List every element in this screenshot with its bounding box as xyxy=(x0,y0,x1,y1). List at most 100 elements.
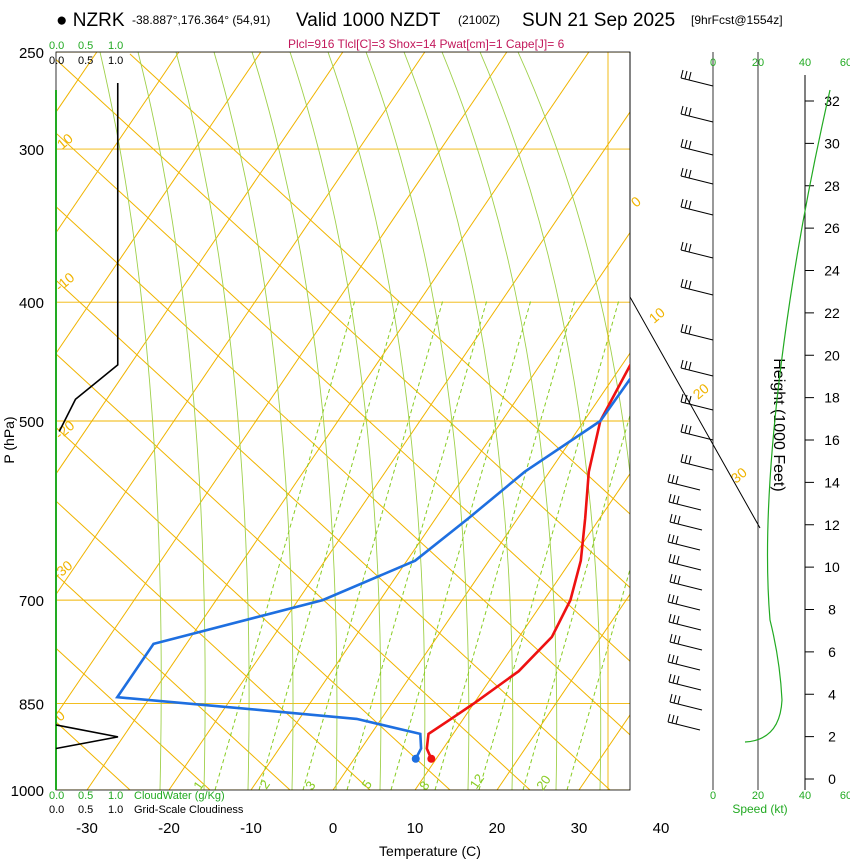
mixing-ratio-line xyxy=(434,299,576,790)
bottom-green-tick: 0.0 xyxy=(49,790,64,802)
wind-barb-flag xyxy=(667,653,671,663)
wind-speed-profile xyxy=(744,89,831,743)
wind-barb-flag xyxy=(680,241,684,251)
dry-adiabat-line xyxy=(129,53,630,515)
wind-barb-flag xyxy=(668,673,672,683)
top-green-tick: 0.0 xyxy=(49,40,64,52)
wind-barb-flag xyxy=(676,495,680,505)
wind-barb-flag xyxy=(668,553,672,563)
wind-barb xyxy=(668,561,702,571)
pressure-tick-label: 400 xyxy=(19,295,44,312)
moist-adiabat-line xyxy=(251,52,338,790)
height-tick-label: 16 xyxy=(824,432,840,448)
pressure-tick-label: 700 xyxy=(19,593,44,610)
wind-barb-flag xyxy=(671,714,675,724)
dry-adiabat-line xyxy=(56,574,291,790)
wind-barb-flag xyxy=(675,655,679,665)
valid-date: SUN 21 Sep 2025 xyxy=(522,10,676,31)
wind-barb-flag xyxy=(677,695,681,705)
wind-barb xyxy=(680,77,714,87)
moist-adiabat-line xyxy=(175,52,250,790)
top-black-tick: 0.5 xyxy=(78,55,93,67)
temperature-tick-label: 20 xyxy=(489,820,506,837)
wind-barb xyxy=(669,581,703,591)
height-tick-label: 28 xyxy=(824,178,840,194)
valid-zulu: (2100Z) xyxy=(458,13,501,27)
wind-barb xyxy=(667,721,701,731)
bottom-black-tick: 0.5 xyxy=(78,804,93,816)
temperature-tick-label: 10 xyxy=(407,820,424,837)
dewpoint-line xyxy=(114,376,630,760)
mixing-ratio-line xyxy=(302,299,444,790)
isotherm-line xyxy=(496,593,630,790)
isotherm-line xyxy=(250,231,630,790)
wind-barb-flag xyxy=(688,243,692,253)
wind-barb-flag xyxy=(673,514,677,524)
wind-barb xyxy=(680,461,714,471)
dry-adiabat-line xyxy=(56,132,630,662)
top-green-tick: 1.0 xyxy=(108,40,123,52)
wind-barb-flag xyxy=(688,280,692,290)
wind-barb xyxy=(680,401,714,411)
station-title: ● NZRK xyxy=(56,10,125,31)
isotherm-line xyxy=(56,52,180,234)
wind-barb-flag xyxy=(684,168,688,178)
temperature-tick-label: -20 xyxy=(158,820,180,837)
temperature-tick-label: 30 xyxy=(571,820,588,837)
bottom-green-tick: 1.0 xyxy=(108,790,123,802)
cloudiness-profile xyxy=(58,83,119,432)
isotherm-line xyxy=(56,52,426,596)
wind-barb-flag xyxy=(667,593,671,603)
top-black-tick: 0.0 xyxy=(49,55,64,67)
wind-barb-flag xyxy=(669,633,673,643)
moist-adiabat-line xyxy=(137,52,206,790)
isotherm-line xyxy=(332,352,630,790)
wind-barb-flag xyxy=(680,323,684,333)
temperature-tick-label: -10 xyxy=(240,820,262,837)
isotherm-line xyxy=(168,111,630,790)
wind-barb xyxy=(668,621,702,631)
wind-barb-flag xyxy=(684,394,688,404)
wind-barb-flag xyxy=(675,535,679,545)
wind-barb-flag xyxy=(672,674,676,684)
moist-adiabat-line xyxy=(289,52,382,790)
mixing-ratio-label: 12 xyxy=(467,771,488,791)
wind-barb-flag xyxy=(680,423,684,433)
wind-barb xyxy=(680,113,714,123)
wind-barb xyxy=(667,481,701,491)
dry-adiabat-line xyxy=(56,279,611,790)
wind-barb xyxy=(680,367,714,377)
height-tick-label: 10 xyxy=(824,559,840,575)
wind-barb xyxy=(669,641,703,651)
wind-barb-flag xyxy=(688,169,692,179)
dry-adiabat-line xyxy=(56,206,630,736)
wind-barb-flag xyxy=(668,613,672,623)
wind-barb-flag xyxy=(680,105,684,115)
wind-barb-flag xyxy=(675,595,679,605)
height-tick-label: 18 xyxy=(824,390,840,406)
top-green-tick: 0.5 xyxy=(78,40,93,52)
wind-barb-flag xyxy=(669,513,673,523)
wind-barb-flag xyxy=(669,573,673,583)
wind-barb-flag xyxy=(680,278,684,288)
pressure-tick-label: 850 xyxy=(19,696,44,713)
isotherm-line xyxy=(56,52,508,716)
bottom-green-tick: 0.5 xyxy=(78,790,93,802)
isotherm-line xyxy=(743,52,850,790)
mixing-ratio-line xyxy=(258,299,400,790)
dry-adiabat-line xyxy=(56,58,630,589)
bottom-speed-tick: 0 xyxy=(710,790,716,802)
cloudwater-label: CloudWater (g/Kg) xyxy=(134,790,225,802)
bottom-black-tick: 0.0 xyxy=(49,804,64,816)
dry-adiabat-line xyxy=(56,647,211,790)
dry-adiabat-line xyxy=(56,426,451,790)
valid-time: Valid 1000 NZDT xyxy=(296,10,441,31)
mixing-ratio-line xyxy=(566,567,630,790)
station-coords: -38.887°,176.364° (54,91) xyxy=(132,13,271,27)
wind-barb-flag xyxy=(671,474,675,484)
wind-barb-flag xyxy=(688,200,692,210)
wind-barb-flag xyxy=(675,475,679,485)
cloudiness-label: Grid-Scale Cloudiness xyxy=(134,804,244,816)
mixing-ratio-label: 3 xyxy=(302,778,318,793)
wind-barb-flag xyxy=(684,324,688,334)
